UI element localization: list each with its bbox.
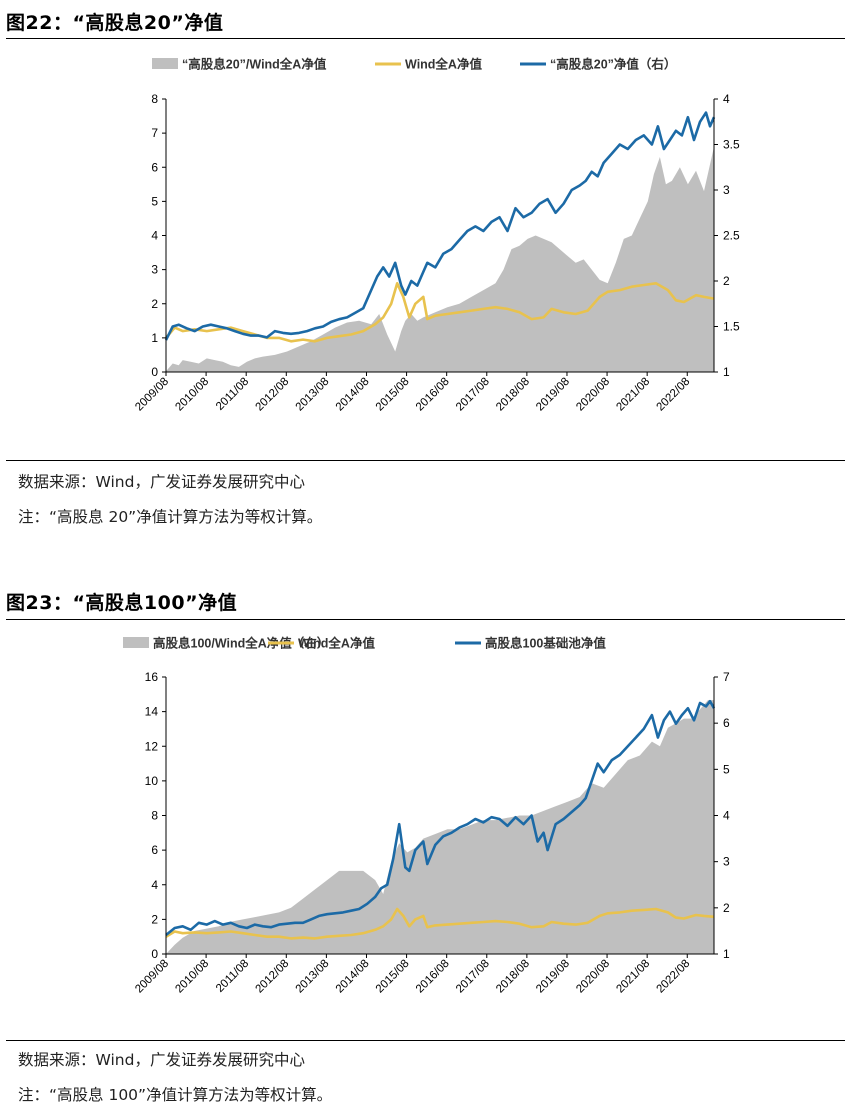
x-tick-label: 2013/08 — [294, 376, 332, 414]
series-line — [164, 111, 716, 341]
x-tick-label: 2016/08 — [414, 958, 452, 996]
chart-legend: “高股息20”/Wind全A净值 Wind全A净值 “高股息20”净值（右） — [152, 57, 676, 72]
legend-label: Wind全A净值 — [298, 636, 375, 651]
right-tick-label: 1 — [723, 365, 730, 379]
figure-23-bottom-rule — [6, 1040, 845, 1041]
figure-22-note: 注：“高股息 20”净值计算方法为等权计算。 — [18, 508, 323, 526]
x-tick-label: 2018/08 — [494, 958, 532, 996]
right-tick-label: 7 — [723, 670, 730, 684]
figure-23-title: 图23：“高股息100”净值 — [6, 592, 238, 614]
x-tick-label: 2021/08 — [614, 376, 652, 414]
right-tick-label: 6 — [723, 716, 730, 730]
legend-label: 高股息100基础池净值 — [485, 636, 606, 651]
x-tick-label: 2015/08 — [374, 376, 412, 414]
x-tick-label: 2011/08 — [214, 376, 251, 413]
x-tick-label: 2017/08 — [454, 958, 492, 996]
left-tick-label: 2 — [151, 297, 158, 311]
left-tick-label: 2 — [151, 912, 158, 926]
x-tick-label: 2009/08 — [133, 376, 171, 414]
legend-swatch — [152, 58, 178, 69]
left-tick-label: 0 — [151, 365, 158, 379]
left-tick-label: 6 — [151, 160, 158, 174]
legend-label: “高股息20”/Wind全A净值 — [182, 57, 327, 72]
x-tick-label: 2015/08 — [374, 958, 412, 996]
x-tick-label: 2011/08 — [214, 958, 251, 995]
x-tick-label: 2022/08 — [654, 376, 692, 414]
figure-22-chart: “高股息20”/Wind全A净值 Wind全A净值 “高股息20”净值（右） 0 1 2 3… — [133, 57, 740, 414]
right-tick-label: 3 — [723, 183, 730, 197]
legend-label: Wind全A净值 — [405, 57, 482, 72]
right-tick-label: 5 — [723, 762, 730, 776]
right-tick-label: 1.5 — [723, 320, 740, 334]
figure-23-source: 数据来源：Wind，广发证券发展研究中心 — [18, 1051, 305, 1069]
right-tick-label: 2.5 — [723, 229, 740, 243]
x-tick-label: 2021/08 — [614, 958, 652, 996]
x-tick-label: 2010/08 — [173, 958, 211, 996]
x-tick-label: 2019/08 — [534, 376, 572, 414]
figure-23-note: 注：“高股息 100”净值计算方法为等权计算。 — [18, 1086, 333, 1104]
figure-23-chart: 高股息100/Wind全A净值（右）Wind全A净值 高股息100基础池净值 0 2 4… — [123, 636, 730, 996]
x-tick-label: 2010/08 — [173, 376, 211, 414]
left-tick-label: 7 — [151, 126, 158, 140]
x-tick-label: 2014/08 — [334, 376, 372, 414]
legend-swatch — [123, 637, 149, 648]
left-tick-label: 8 — [151, 92, 158, 106]
figure-22-bottom-rule — [6, 460, 845, 461]
x-tick-label: 2022/08 — [654, 958, 692, 996]
x-tick-label: 2009/08 — [133, 958, 171, 996]
figure-22-top-rule — [6, 38, 845, 39]
right-tick-label: 2 — [723, 274, 730, 288]
right-tick-label: 2 — [723, 901, 730, 915]
left-tick-label: 4 — [151, 229, 158, 243]
legend-label: 高股息100/Wind全A净值（右） — [153, 636, 329, 651]
right-tick-label: 4 — [723, 92, 730, 106]
series-line — [165, 699, 716, 937]
left-tick-label: 14 — [145, 705, 159, 719]
chart-legend: 高股息100/Wind全A净值（右）Wind全A净值 高股息100基础池净值 — [123, 636, 606, 651]
legend-label: “高股息20”净值（右） — [550, 57, 676, 72]
right-tick-label: 3 — [723, 855, 730, 869]
left-tick-label: 8 — [151, 809, 158, 823]
series-area — [166, 700, 714, 954]
x-tick-label: 2012/08 — [254, 958, 292, 996]
left-tick-label: 4 — [151, 878, 158, 892]
left-tick-label: 12 — [145, 739, 159, 753]
x-tick-label: 2012/08 — [254, 376, 292, 414]
series-area — [166, 146, 714, 372]
left-tick-label: 16 — [145, 670, 159, 684]
figure-22-title: 图22：“高股息20”净值 — [6, 12, 224, 34]
right-tick-label: 4 — [723, 809, 730, 823]
x-tick-label: 2020/08 — [574, 958, 612, 996]
x-tick-label: 2013/08 — [294, 958, 332, 996]
series-line — [165, 907, 715, 940]
x-tick-label: 2016/08 — [414, 376, 452, 414]
figure-22-source: 数据来源：Wind，广发证券发展研究中心 — [18, 473, 305, 491]
left-tick-label: 0 — [151, 947, 158, 961]
x-tick-label: 2017/08 — [454, 376, 492, 414]
left-tick-label: 1 — [151, 331, 158, 345]
x-tick-label: 2018/08 — [494, 376, 532, 414]
right-tick-label: 3.5 — [723, 138, 740, 152]
left-tick-label: 5 — [151, 194, 158, 208]
left-tick-label: 10 — [145, 774, 159, 788]
x-tick-label: 2020/08 — [574, 376, 612, 414]
left-tick-label: 3 — [151, 263, 158, 277]
x-tick-label: 2014/08 — [334, 958, 372, 996]
figure-23-top-rule — [6, 619, 845, 620]
x-tick-label: 2019/08 — [534, 958, 572, 996]
left-tick-label: 6 — [151, 843, 158, 857]
right-tick-label: 1 — [723, 947, 730, 961]
